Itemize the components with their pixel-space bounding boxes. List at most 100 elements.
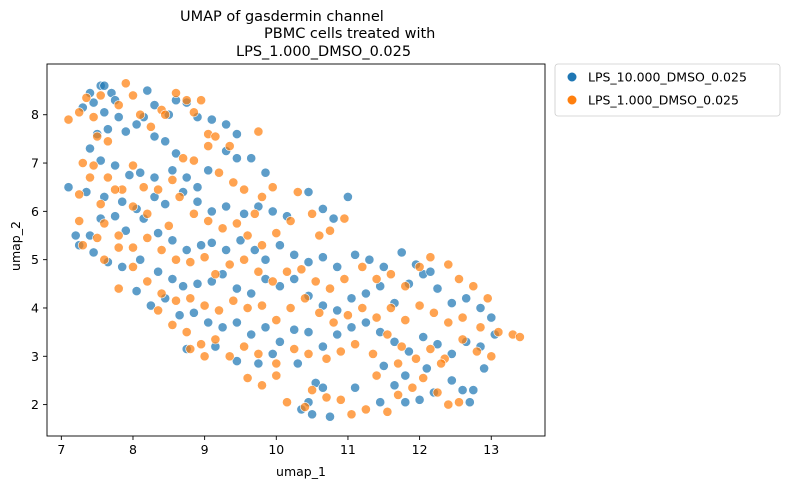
point-series-2-139	[396, 341, 407, 352]
point-series-2-108	[475, 322, 486, 333]
point-series-2-61	[74, 216, 85, 226]
point-series-2-18	[210, 131, 221, 142]
plot-frame	[46, 63, 546, 437]
point-series-2-89	[199, 300, 210, 311]
point-series-2-32	[188, 155, 199, 166]
point-series-1-81	[88, 247, 99, 258]
point-series-1-33	[167, 165, 178, 176]
x-tick-label: 7	[57, 442, 65, 457]
point-series-2-46	[163, 220, 174, 231]
point-series-2-62	[92, 232, 103, 243]
point-series-2-81	[77, 240, 88, 251]
point-series-1-39	[246, 153, 257, 164]
point-series-1-73	[249, 245, 260, 255]
point-series-2-27	[128, 160, 138, 171]
point-series-2-76	[282, 266, 292, 277]
point-series-1-87	[178, 281, 188, 292]
point-series-1-88	[192, 278, 203, 289]
point-series-2-57	[307, 208, 317, 219]
point-series-1-135	[403, 346, 414, 357]
point-series-1-40	[260, 167, 271, 178]
point-series-2-96	[300, 293, 310, 304]
point-series-1-95	[289, 274, 300, 284]
point-series-2-91	[228, 295, 239, 306]
point-series-1-14	[142, 85, 153, 96]
point-series-2-136	[350, 339, 360, 350]
point-series-1-162	[468, 385, 479, 395]
point-series-1-100	[360, 288, 371, 299]
point-series-2-112	[357, 261, 368, 272]
point-series-2-153	[307, 385, 317, 395]
y-tick-label: 7	[31, 156, 39, 171]
point-series-2-151	[282, 397, 292, 408]
point-series-1-29	[110, 160, 120, 171]
point-series-1-161	[457, 385, 468, 395]
point-series-2-162	[432, 387, 443, 398]
point-series-2-34	[214, 167, 224, 178]
point-series-2-115	[400, 281, 411, 292]
point-series-2-39	[249, 208, 260, 219]
point-series-2-8	[120, 78, 131, 89]
point-series-1-132	[360, 317, 371, 328]
point-series-2-159	[393, 389, 403, 400]
point-series-1-153	[325, 411, 335, 422]
point-series-2-2	[74, 107, 85, 118]
point-series-2-73	[239, 254, 249, 265]
point-series-1-27	[85, 143, 95, 154]
point-series-2-86	[156, 288, 167, 299]
point-series-1-77	[303, 257, 314, 267]
point-series-2-79	[325, 283, 335, 294]
point-series-2-21	[160, 109, 171, 120]
point-series-2-55	[285, 216, 296, 226]
point-series-1-130	[332, 329, 343, 340]
point-series-1-120	[188, 307, 199, 318]
title-line-1: UMAP of gasdermin channel	[180, 9, 384, 25]
point-series-2-47	[174, 191, 185, 202]
point-series-2-42	[95, 199, 106, 209]
point-series-1-44	[117, 196, 128, 207]
point-series-2-105	[428, 307, 439, 318]
point-series-2-29	[153, 184, 163, 195]
point-series-1-58	[328, 213, 339, 224]
point-series-2-133	[303, 348, 314, 359]
point-series-2-3	[81, 92, 92, 103]
point-series-1-110	[350, 249, 360, 260]
point-series-2-43	[110, 184, 120, 195]
point-series-1-107	[461, 293, 472, 304]
point-series-1-64	[120, 225, 131, 236]
point-series-1-57	[317, 203, 328, 214]
point-series-2-24	[88, 160, 99, 171]
point-series-1-67	[167, 235, 178, 246]
point-series-2-15	[188, 107, 199, 118]
point-series-1-116	[131, 286, 142, 296]
point-series-2-134	[321, 353, 332, 364]
x-axis-label: umap_1	[276, 464, 326, 479]
y-tick-label: 2	[31, 397, 39, 412]
point-series-2-118	[443, 259, 454, 270]
point-series-2-1	[63, 114, 74, 125]
point-series-2-23	[77, 158, 88, 168]
point-series-2-87	[171, 295, 181, 306]
point-series-2-122	[113, 283, 124, 294]
point-series-2-127	[210, 334, 221, 345]
point-series-2-13	[171, 88, 181, 98]
point-series-2-158	[382, 406, 393, 417]
point-series-1-92	[246, 288, 257, 299]
point-series-2-99	[342, 310, 353, 321]
point-series-2-63	[99, 218, 110, 229]
point-series-2-74	[253, 266, 264, 277]
point-series-2-54	[271, 228, 282, 238]
point-series-2-33	[203, 141, 214, 151]
point-series-2-28	[138, 182, 149, 193]
point-series-2-143	[457, 334, 468, 345]
point-series-1-152	[307, 409, 317, 420]
x-tick-label: 10	[268, 442, 284, 457]
point-series-2-101	[371, 312, 382, 323]
point-series-2-124	[167, 319, 178, 330]
point-series-1-51	[221, 201, 231, 212]
point-series-2-129	[239, 341, 249, 352]
point-series-2-84	[128, 261, 138, 272]
point-series-1-115	[425, 266, 436, 277]
point-series-2-120	[468, 281, 479, 292]
point-series-1-21	[206, 114, 217, 125]
